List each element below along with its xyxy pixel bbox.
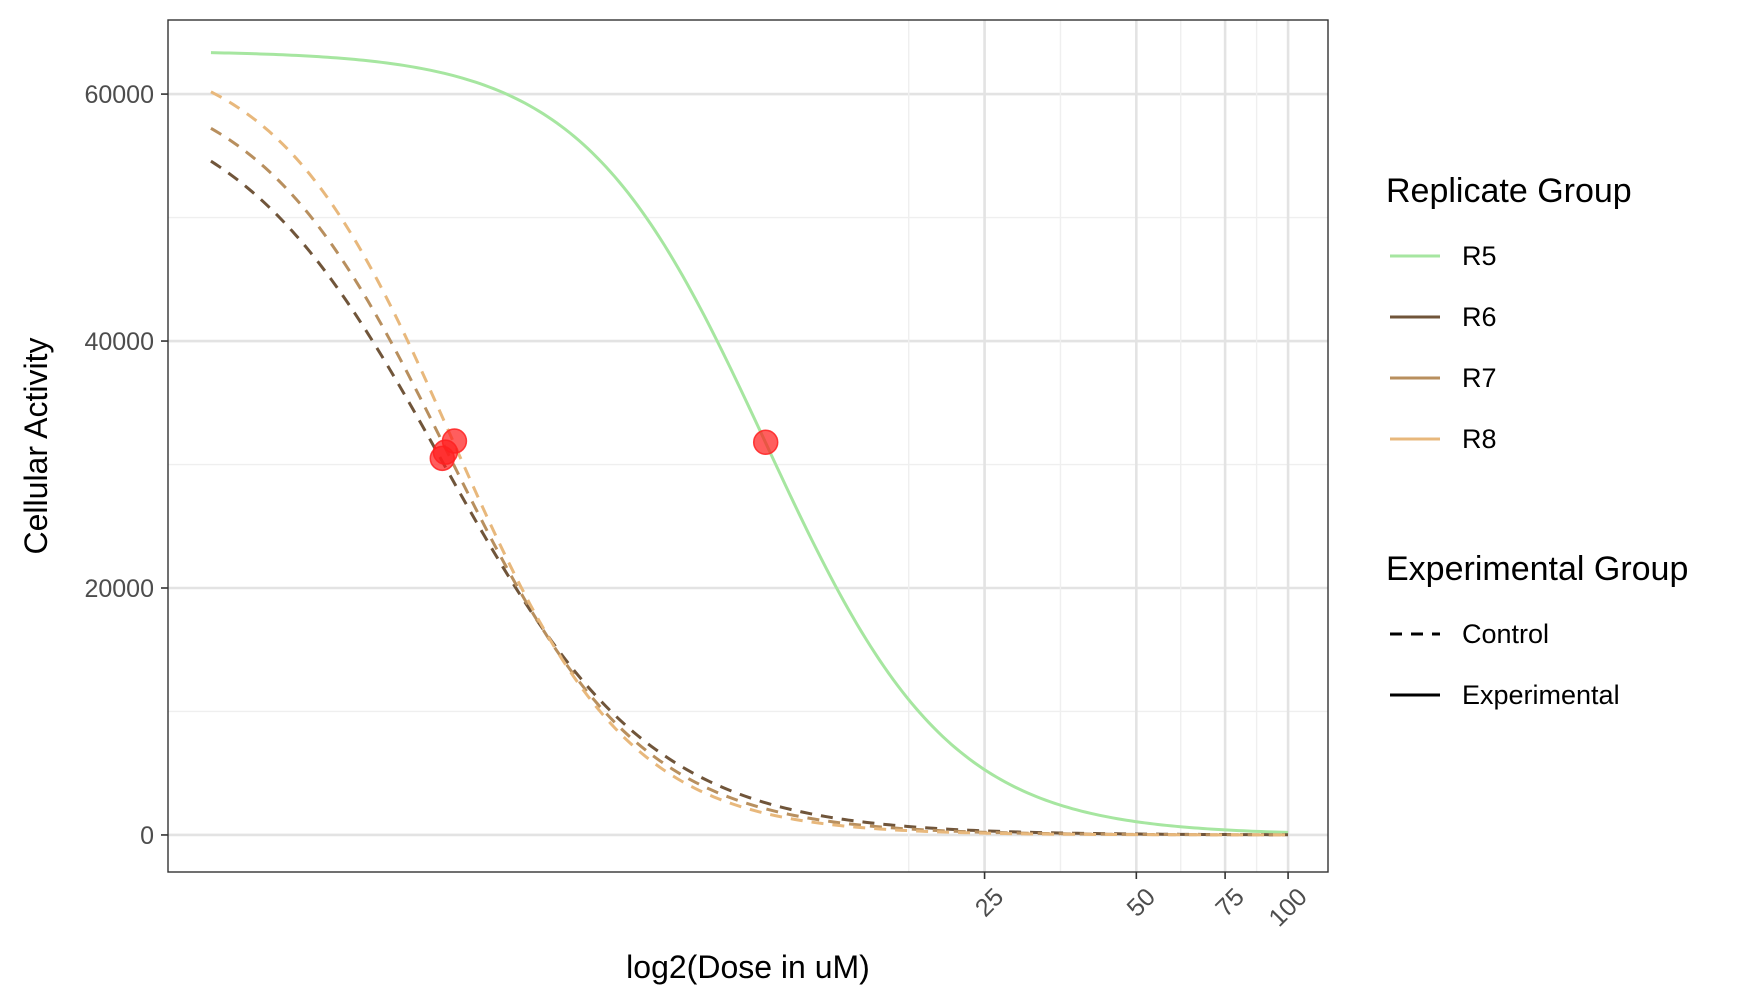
legend-label-experimental: Experimental <box>1462 680 1620 710</box>
legend-title: Replicate Group <box>1386 172 1632 210</box>
grid-lines <box>168 20 1328 872</box>
legend-label-r5: R5 <box>1462 241 1497 271</box>
series-line-r5 <box>210 51 1289 834</box>
ec50-point-r5 <box>752 429 779 456</box>
series-curves <box>210 51 1289 837</box>
y-tick-label: 40000 <box>84 328 154 356</box>
y-tick-label: 20000 <box>84 575 154 603</box>
y-axis-title: Cellular Activity <box>18 338 54 555</box>
series-line-r8 <box>210 90 1289 837</box>
plot-panel-border <box>167 19 1329 873</box>
y-axis: 0 20000 40000 60000 <box>84 81 168 850</box>
ec50-point-r8 <box>441 428 468 454</box>
legend-label-r8: R8 <box>1462 424 1497 454</box>
y-tick-label: 0 <box>140 822 154 850</box>
x-axis-title: log2(Dose in uM) <box>626 949 870 985</box>
ec50-points <box>429 428 779 472</box>
legend: Replicate Group R5 R6 R7 R8 Experimental Grou… <box>1386 172 1688 710</box>
legend-label-control: Control <box>1462 619 1549 649</box>
series-line-r6 <box>210 159 1289 837</box>
y-tick-label: 60000 <box>84 81 154 109</box>
legend-label-r6: R6 <box>1462 302 1497 332</box>
legend-label-r7: R7 <box>1462 363 1497 393</box>
legend-title: Experimental Group <box>1386 550 1688 588</box>
